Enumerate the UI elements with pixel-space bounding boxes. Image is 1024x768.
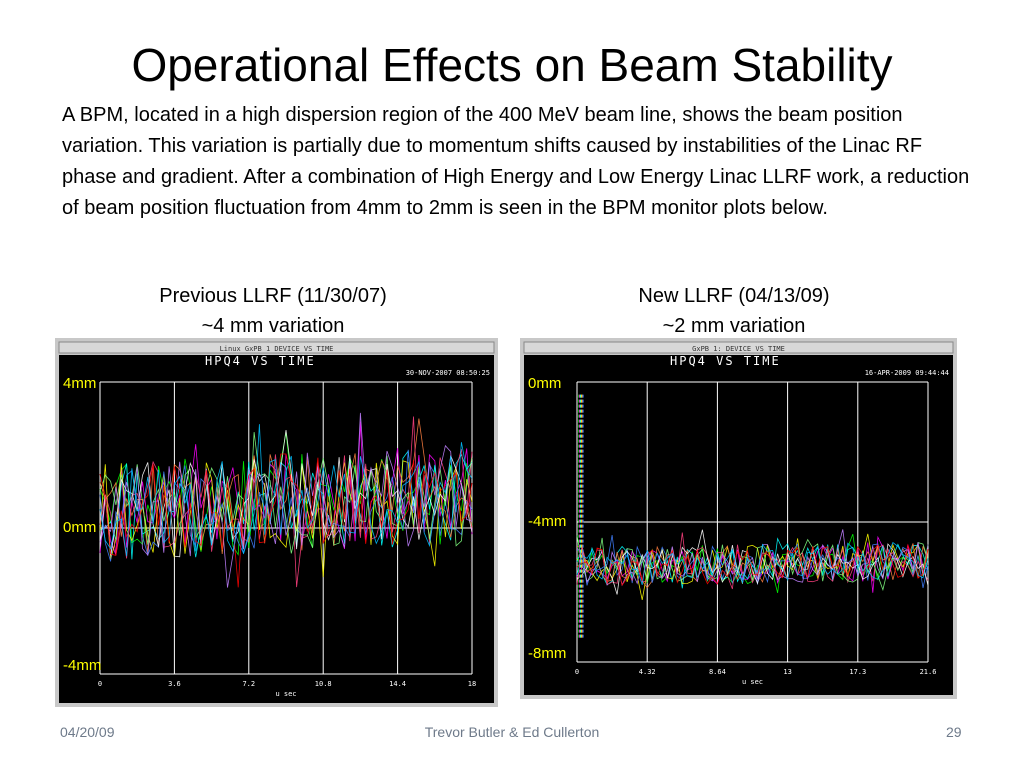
x-tick-label: 18 — [468, 680, 476, 688]
right-caption: New LLRF (04/13/09) ~2 mm variation — [574, 281, 894, 341]
trace-line — [576, 529, 929, 587]
window-titlebar — [58, 341, 495, 354]
trace-line — [99, 424, 473, 557]
x-tick-label: 14.4 — [389, 680, 406, 688]
body-text-part-3: , a reduction of beam position fluctuati… — [62, 166, 970, 219]
trace-line — [576, 533, 929, 600]
x-axis-label: u sec — [742, 678, 763, 686]
x-tick-label: 0 — [98, 680, 102, 688]
right-caption-line-2: ~2 mm variation — [662, 315, 806, 337]
trace-line — [576, 541, 929, 586]
window-title: Linux GxPB 1 DEVICE VS TIME — [220, 345, 334, 353]
left-caption: Previous LLRF (11/30/07) ~4 mm variation — [113, 281, 433, 341]
x-tick-label: 7.2 — [242, 680, 255, 688]
trace-line — [576, 543, 929, 587]
chart-title: HPQ4 VS TIME — [205, 354, 316, 368]
x-tick-label: 4.32 — [639, 668, 656, 676]
trace-line — [99, 456, 473, 578]
x-tick-label: 21.6 — [920, 668, 937, 676]
body-text-part-2: shows the beam position variation. This … — [62, 104, 923, 188]
x-tick-label: 0 — [575, 668, 579, 676]
footer-date: 04/20/09 — [60, 724, 115, 740]
plot-background — [59, 355, 494, 703]
y-annotation-label: -8mm — [528, 645, 566, 662]
x-tick-label: 13 — [783, 668, 791, 676]
slide-title: Operational Effects on Beam Stability — [131, 39, 893, 91]
window-titlebar — [523, 341, 954, 354]
window-title: GxPB 1: DEVICE VS TIME — [692, 345, 785, 353]
body-text-part-1: A BPM, located in a high dispersion regi… — [62, 104, 683, 126]
trace-line — [99, 432, 473, 554]
x-tick-label: 10.8 — [315, 680, 332, 688]
right-caption-line-1: New LLRF (04/13/09) — [638, 285, 830, 307]
left-caption-line-1: Previous LLRF (11/30/07) — [159, 285, 387, 307]
x-tick-label: 3.6 — [168, 680, 181, 688]
y-annotation-label: 4mm — [63, 375, 96, 392]
footer-page-number: 29 — [946, 724, 962, 740]
chart-title: HPQ4 VS TIME — [670, 354, 781, 368]
left-caption-line-2: ~4 mm variation — [201, 315, 345, 337]
bpm-plot-new: GxPB 1: DEVICE VS TIME HPQ4 VS TIME 16-APR… — [520, 338, 957, 699]
chart-timestamp: 16-APR-2009 09:44:44 — [865, 369, 949, 377]
chart-timestamp: 30-NOV-2007 08:50:25 — [406, 369, 490, 377]
y-annotation-label: 0mm — [528, 375, 561, 392]
y-annotation-label: 0mm — [63, 519, 96, 536]
plot-background — [524, 355, 953, 695]
bpm-plot-previous: Linux GxPB 1 DEVICE VS TIME HPQ4 VS TIME 3… — [55, 338, 498, 707]
slide-body: A BPM, located in a high dispersion regi… — [62, 100, 982, 224]
trace-line — [99, 412, 473, 588]
y-annotation-label: -4mm — [63, 657, 101, 674]
x-tick-label: 17.3 — [849, 668, 866, 676]
x-axis-label: u sec — [275, 690, 296, 698]
x-tick-label: 8.64 — [709, 668, 726, 676]
footer-authors: Trevor Butler & Ed Cullerton — [424, 724, 600, 740]
y-annotation-label: -4mm — [528, 513, 566, 530]
trace-line — [99, 453, 473, 588]
